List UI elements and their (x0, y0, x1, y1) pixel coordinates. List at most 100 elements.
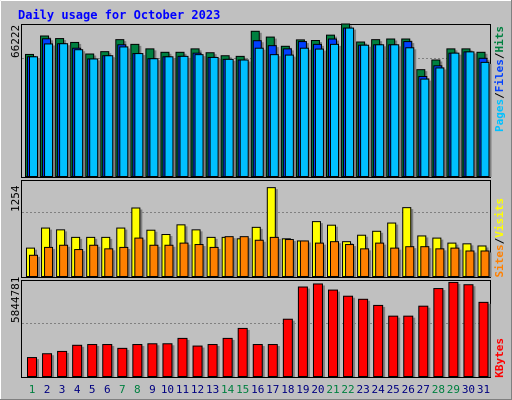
pages-bar (405, 47, 415, 178)
day-label: 18 (281, 383, 294, 396)
pages-bar (390, 44, 400, 177)
sites-bar (345, 244, 355, 277)
kbytes-bar (403, 315, 414, 377)
pages-bar (360, 44, 370, 177)
pages-bar (89, 58, 99, 177)
kbytes-bar (388, 315, 399, 377)
sites-bar (134, 237, 144, 277)
kbytes-bar (42, 353, 53, 378)
kbytes-bar (27, 357, 37, 378)
sites-bar (74, 249, 84, 278)
visits-y-tick-label: 1254 (9, 185, 22, 212)
sites-bar (269, 236, 279, 278)
day-label: 9 (149, 383, 156, 396)
pages-bar (209, 56, 219, 177)
day-label: 31 (477, 383, 490, 396)
day-label: 28 (432, 383, 445, 396)
day-label: 24 (372, 383, 386, 396)
day-label: 11 (176, 383, 189, 396)
day-label: 25 (387, 383, 400, 396)
pages-bar (420, 78, 430, 177)
day-label: 29 (447, 383, 460, 396)
pages-bar (149, 58, 159, 177)
day-label: 21 (326, 383, 339, 396)
kbytes-bar (147, 343, 158, 378)
kbytes-bar (328, 289, 338, 377)
kbytes-bar (72, 344, 83, 378)
pages-bar (104, 55, 114, 177)
kbytes-bar (433, 288, 444, 378)
sites-bar (435, 248, 445, 277)
sites-bar (390, 247, 400, 277)
pages-bar (269, 54, 279, 178)
kbytes-bar (448, 281, 459, 378)
pages-bar (44, 43, 54, 177)
sites-bar (224, 236, 234, 278)
pages-bar (299, 47, 309, 178)
kbytes-bar (57, 350, 68, 378)
day-label: 17 (266, 383, 279, 396)
sites-bar (44, 246, 54, 277)
day-label: 7 (119, 383, 126, 396)
kbytes-bar (478, 301, 489, 377)
day-label: 15 (236, 383, 249, 396)
day-label: 30 (462, 383, 475, 396)
day-label: 20 (311, 383, 324, 396)
pages-bar (254, 47, 264, 178)
pages-bar (330, 43, 339, 177)
sites-bar (164, 244, 174, 278)
kbytes-bar (87, 344, 98, 377)
kbytes-bar (102, 344, 113, 377)
sites-label: Sites (493, 244, 506, 277)
kbytes-bar (418, 305, 429, 377)
pages-bar (480, 61, 490, 177)
files-label: Files (493, 59, 506, 92)
day-label: 19 (296, 383, 309, 396)
day-label: 16 (251, 383, 264, 396)
sites-bar (239, 236, 249, 278)
day-label: 13 (206, 383, 219, 396)
pages-files-hits-axis-label: Pages/Files/Hits (493, 26, 506, 132)
hits-y-tick-label: 66222 (9, 25, 22, 58)
sites-bar (450, 247, 460, 277)
kbytes-bar (162, 343, 173, 378)
sites-bar (59, 244, 69, 278)
kbytes-bar (207, 344, 218, 377)
sites-bar (89, 244, 99, 278)
kbytes-bar (252, 344, 263, 377)
kbytes-bar (463, 284, 474, 378)
pages-bar (314, 48, 324, 177)
kbytes-bar (373, 304, 384, 377)
pages-bar (224, 58, 234, 177)
day-label: 4 (74, 383, 81, 396)
sites-bar (314, 242, 324, 277)
day-label: 6 (104, 383, 111, 396)
pages-bar (29, 56, 38, 177)
day-label: 23 (356, 383, 369, 396)
pages-bar (179, 55, 189, 177)
kbytes-bar (237, 327, 248, 377)
pages-bar (164, 56, 174, 177)
separator: / (493, 237, 506, 244)
pages-bar (194, 54, 204, 178)
pages-bar (134, 53, 144, 177)
kbytes-bar (177, 337, 188, 377)
day-label: 1 (29, 383, 36, 396)
kbytes-bar (282, 318, 293, 378)
day-label: 22 (341, 383, 354, 396)
kbytes-bar (192, 345, 203, 377)
sites-bar (360, 248, 370, 277)
sites-bar (330, 241, 339, 278)
kbytes-bar (358, 298, 369, 377)
day-label: 10 (161, 383, 174, 396)
sites-bar (209, 246, 219, 277)
day-label: 2 (44, 383, 51, 396)
sites-bar (149, 244, 159, 278)
sites-bar (299, 240, 309, 278)
day-label: 5 (89, 383, 96, 396)
sites-bar (254, 239, 264, 277)
pages-bar (465, 51, 475, 177)
sites-bar (284, 239, 294, 277)
pages-bar (74, 49, 84, 177)
